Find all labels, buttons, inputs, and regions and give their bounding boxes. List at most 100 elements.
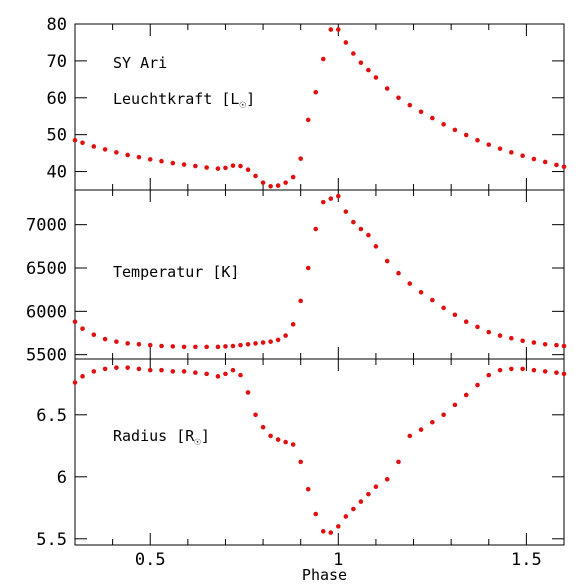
radius-data-point: [561, 371, 567, 377]
radius-data-point: [268, 433, 273, 439]
radius-data-point: [486, 372, 492, 378]
temperature-data-point: [125, 341, 130, 346]
temperature-data-point: [136, 341, 142, 347]
luminosity-data-point: [80, 140, 85, 146]
radius-data-point: [373, 484, 379, 490]
radius-data-point: [475, 382, 480, 388]
luminosity-ylabel: Leuchtkraft [L☉]: [113, 90, 255, 111]
luminosity-data-point: [384, 86, 390, 91]
temperature-data-point: [561, 343, 567, 349]
temperature-data-point: [430, 297, 435, 303]
radius-ylabel: Radius [R☉]: [113, 427, 210, 448]
luminosity-data-point: [193, 163, 198, 169]
luminosity-ytick-label: 50: [47, 126, 67, 146]
luminosity-data-point: [159, 158, 164, 164]
radius-data-point: [407, 433, 413, 439]
luminosity-data-point: [298, 156, 303, 161]
temperature-data-point: [441, 305, 446, 311]
luminosity-data-point: [275, 183, 281, 188]
radius-data-point: [336, 524, 341, 529]
radius-ytick-label: 6.5: [36, 406, 67, 426]
xtick-label: 0.5: [135, 550, 166, 570]
temperature-ytick-label: 7000: [26, 216, 67, 236]
radius-data-point: [358, 499, 364, 504]
radius-data-point: [204, 371, 209, 377]
temperature-data-point: [407, 281, 413, 286]
radius-data-point: [320, 529, 326, 534]
luminosity-data-point: [91, 144, 97, 149]
luminosity-data-point: [245, 167, 251, 173]
radius-data-point: [418, 427, 424, 432]
temperature-ytick-label: 6500: [26, 259, 67, 279]
temperature-data-point: [298, 298, 303, 304]
radius-data-point: [238, 372, 243, 378]
temperature-data-point: [275, 337, 281, 343]
luminosity-data-point: [358, 60, 364, 66]
luminosity-data-point: [125, 152, 130, 158]
radius-data-point: [531, 367, 537, 373]
xtick-label: 1: [333, 550, 343, 570]
panel-luminosity: 40 50 60 70 80 SY Ari Leuchtkraft [L☉]: [47, 15, 567, 191]
luminosity-data-point: [170, 160, 176, 166]
luminosity-data-point: [351, 51, 356, 56]
temperature-data-point: [554, 342, 559, 348]
radius-data-point: [170, 369, 176, 374]
luminosity-data-point: [181, 162, 187, 167]
temperature-data-point: [463, 319, 469, 325]
radius-data-point: [230, 367, 236, 373]
radius-data-point: [136, 366, 142, 372]
luminosity-data-point: [531, 156, 537, 162]
temperature-data-point: [320, 199, 326, 205]
radius-data-point: [147, 367, 153, 373]
temperature-ytick-label: 6000: [26, 302, 67, 322]
radius-data-point: [72, 380, 78, 385]
radius-data-point: [290, 442, 296, 447]
temperature-data-point: [215, 344, 221, 350]
luminosity-data-point: [268, 184, 273, 189]
radius-data-point: [384, 476, 390, 482]
radius-frame: [74, 358, 565, 546]
temperature-data-point: [313, 226, 319, 232]
luminosity-ytick-label: 60: [47, 89, 67, 109]
radius-data-point: [452, 402, 458, 408]
temperature-data-point: [72, 319, 78, 325]
luminosity-data-point: [554, 162, 559, 168]
luminosity-data-point: [509, 150, 514, 155]
luminosity-data-point: [475, 137, 480, 143]
temperature-data-point: [230, 343, 236, 349]
luminosity-data-point: [260, 180, 266, 185]
radius-data-point: [313, 511, 319, 517]
temperature-data-point: [358, 226, 364, 232]
xtick-label: 1.5: [511, 550, 542, 570]
radius-data-point: [215, 374, 221, 379]
temperature-data-point: [114, 339, 119, 344]
radius-data-point: [253, 412, 258, 418]
luminosity-data-point: [223, 165, 228, 171]
temperature-data-point: [253, 341, 258, 346]
temperature-data-point: [336, 193, 341, 199]
radius-data-point: [305, 486, 311, 492]
temperature-data-point: [147, 342, 153, 348]
radius-data-point: [102, 366, 108, 372]
temperature-data-point: [542, 341, 548, 347]
luminosity-ytick-label: 40: [47, 163, 67, 183]
temperature-data-point: [245, 341, 251, 347]
radius-data-point: [509, 366, 514, 372]
luminosity-data-point: [441, 122, 446, 127]
luminosity-ylabel-sun-symbol: ☉: [239, 98, 246, 111]
radius-data-point: [275, 437, 281, 442]
luminosity-data-point: [290, 174, 296, 180]
luminosity-data-point: [542, 159, 548, 165]
temperature-ylabel: Temperatur [K]: [113, 263, 239, 281]
luminosity-data-point: [328, 27, 334, 32]
luminosity-data-point: [520, 153, 525, 158]
radius-data-point: [328, 530, 334, 535]
temperature-data-point: [181, 344, 187, 350]
temperature-data-point: [418, 289, 424, 295]
luminosity-ytick-label: 80: [47, 15, 67, 35]
temperature-data-point: [520, 338, 525, 344]
luminosity-data-point: [313, 89, 319, 95]
temperature-ytick-label: 5500: [26, 346, 67, 366]
radius-data-point: [366, 491, 371, 497]
